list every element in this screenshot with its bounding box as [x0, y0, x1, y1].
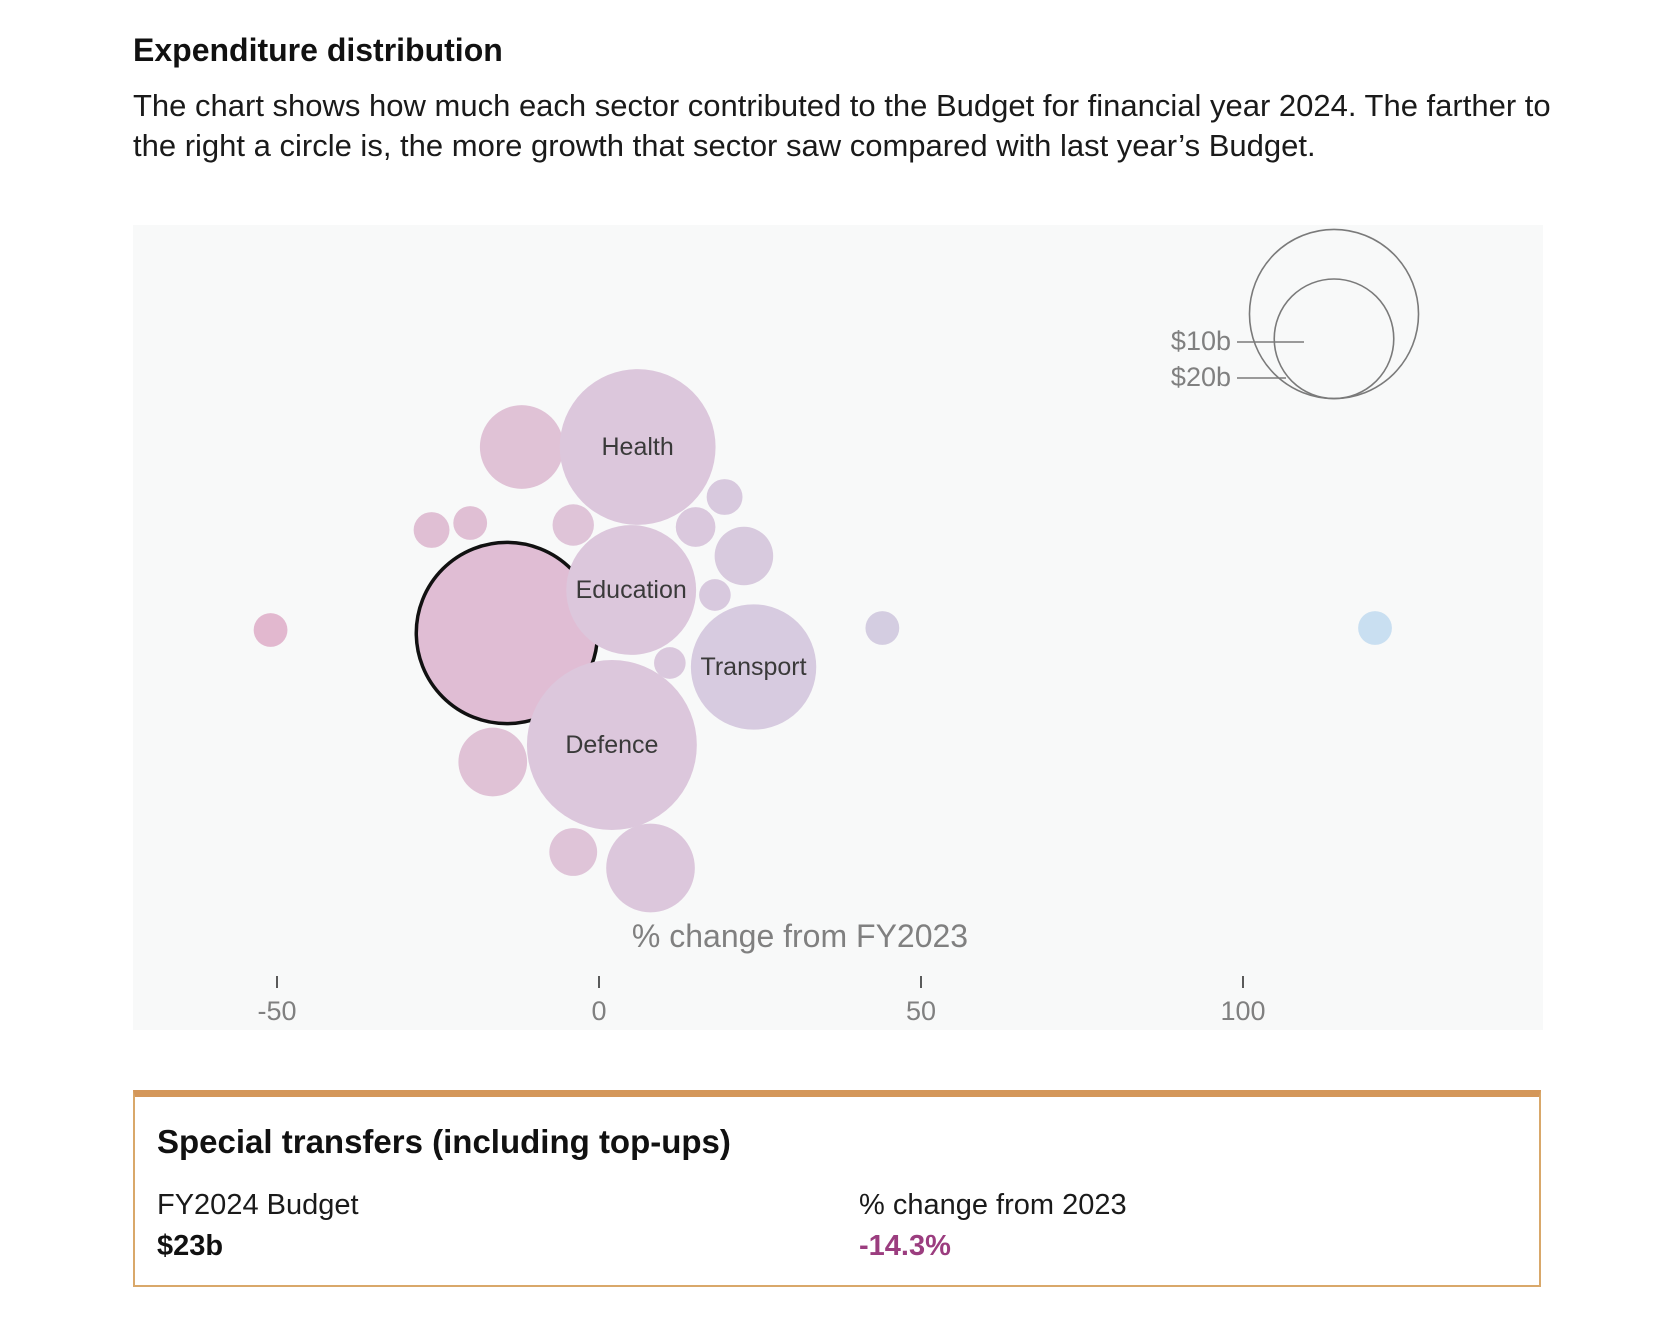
bubble[interactable]	[479, 405, 564, 489]
bubble[interactable]	[714, 526, 774, 586]
budget-value: $23b	[157, 1230, 224, 1262]
x-tick-label: 50	[906, 996, 936, 1026]
bubble-label: Health	[602, 433, 674, 461]
chart-description: The chart shows how much each sector con…	[133, 88, 1551, 163]
size-legend-circle-large	[1248, 228, 1420, 400]
bubble[interactable]	[1358, 611, 1392, 645]
bubble-health[interactable]	[559, 369, 716, 525]
bubble[interactable]	[253, 613, 288, 647]
size-legend-label: $20b	[1171, 362, 1231, 392]
bubble[interactable]	[458, 727, 528, 797]
chart-title: Expenditure distribution	[133, 32, 503, 68]
bubble-chart: Health Education Defence Transport $10b $20b%…	[133, 225, 1543, 1030]
detail-card: Special transfers (including top-ups) FY…	[133, 1090, 1541, 1287]
bubble-education[interactable]	[566, 525, 697, 655]
bubble[interactable]	[453, 506, 488, 540]
bubble[interactable]	[699, 579, 731, 611]
bubble-transport[interactable]	[690, 604, 817, 730]
bubble[interactable]	[706, 479, 743, 515]
bubble-label: Transport	[701, 653, 807, 681]
bubble-defence[interactable]	[526, 660, 697, 830]
budget-label: FY2024 Budget	[157, 1189, 359, 1221]
x-tick-label: 0	[591, 996, 606, 1026]
bubble[interactable]	[654, 647, 686, 679]
bubble[interactable]	[413, 512, 450, 548]
x-tick-label: -50	[257, 996, 296, 1026]
bubble-label: Defence	[565, 731, 658, 759]
x-tick-label: 100	[1220, 996, 1265, 1026]
change-label: % change from 2023	[859, 1189, 1127, 1221]
bubble[interactable]	[606, 823, 695, 913]
card-title: Special transfers (including top-ups)	[157, 1123, 731, 1160]
bubble[interactable]	[549, 828, 598, 876]
size-legend-circle-small	[1273, 278, 1395, 400]
change-value: -14.3%	[859, 1230, 951, 1262]
bubble[interactable]	[552, 504, 594, 546]
bubble-chart-svg: Health Education Defence Transport $10b $20b%…	[253, 228, 1420, 1026]
bubble[interactable]	[675, 507, 716, 547]
x-axis-label: % change from FY2023	[632, 918, 968, 954]
bubble[interactable]	[865, 611, 900, 645]
bubble-label: Education	[576, 576, 687, 604]
size-legend-label: $10b	[1171, 326, 1231, 356]
